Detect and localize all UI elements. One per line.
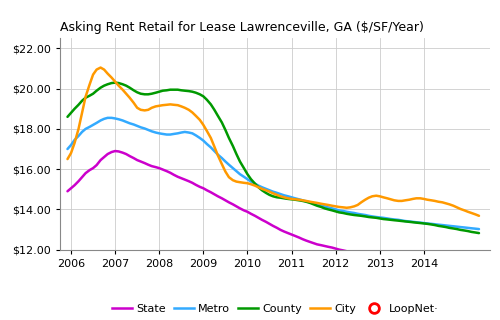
County	[200, 94, 206, 98]
State	[476, 266, 482, 270]
Metro	[476, 227, 482, 231]
Legend: State, Metro, County, City, LoopNet·: State, Metro, County, City, LoopNet·	[108, 299, 442, 318]
State	[410, 259, 416, 262]
Metro	[104, 116, 110, 120]
Line: City: City	[68, 68, 479, 216]
Metro	[200, 139, 206, 142]
City	[64, 157, 70, 161]
City	[79, 111, 85, 115]
State	[200, 186, 206, 190]
Metro	[64, 147, 70, 151]
Line: Metro: Metro	[68, 118, 479, 229]
City	[76, 127, 82, 131]
City	[200, 123, 206, 127]
County	[376, 217, 382, 220]
City	[376, 194, 382, 198]
County	[112, 81, 118, 84]
State	[112, 149, 118, 153]
City	[98, 66, 103, 69]
County	[476, 231, 482, 235]
City	[410, 197, 416, 201]
Metro	[79, 130, 85, 134]
County	[450, 227, 456, 230]
City	[450, 204, 456, 208]
Text: Asking Rent Retail for Lease Lawrenceville, GA ($/SF/Year): Asking Rent Retail for Lease Lawrencevil…	[60, 21, 424, 35]
Line: County: County	[68, 83, 479, 233]
State	[64, 189, 70, 193]
State	[79, 175, 85, 179]
Metro	[410, 220, 416, 224]
State	[76, 179, 82, 183]
Line: State: State	[68, 151, 479, 268]
City	[476, 214, 482, 218]
County	[64, 115, 70, 119]
State	[450, 263, 456, 267]
County	[76, 103, 82, 107]
Metro	[76, 134, 82, 138]
Metro	[450, 224, 456, 228]
County	[79, 99, 85, 103]
State	[376, 255, 382, 259]
Metro	[376, 215, 382, 219]
County	[410, 220, 416, 224]
